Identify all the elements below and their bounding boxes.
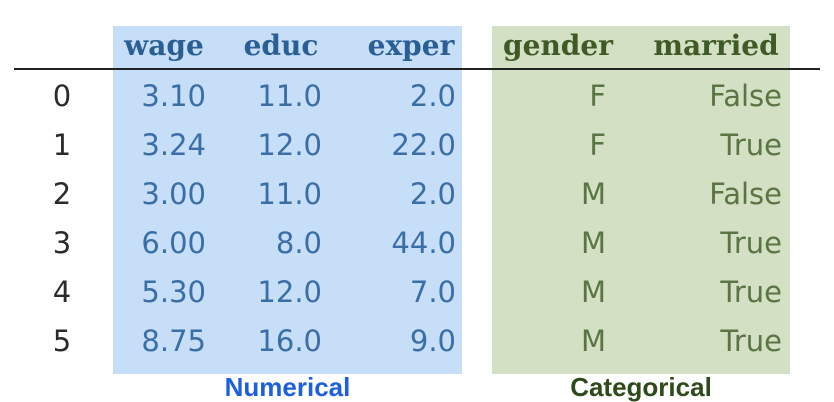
cell-gender: M bbox=[580, 324, 606, 358]
numerical-group-label: Numerical bbox=[224, 372, 351, 402]
cell-married: False bbox=[709, 79, 782, 113]
cell-wage: 3.24 bbox=[141, 128, 206, 162]
categorical-group-highlight bbox=[492, 26, 790, 374]
numerical-group-highlight bbox=[113, 26, 462, 374]
cell-educ: 11.0 bbox=[257, 79, 322, 113]
cell-wage: 6.00 bbox=[141, 226, 206, 260]
cell-exper: 22.0 bbox=[391, 128, 456, 162]
cell-wage: 3.00 bbox=[141, 177, 206, 211]
cell-exper: 2.0 bbox=[409, 79, 456, 113]
row-index: 1 bbox=[52, 128, 72, 162]
row-index: 3 bbox=[52, 226, 72, 260]
cell-exper: 44.0 bbox=[391, 226, 456, 260]
categorical-group-label: Categorical bbox=[570, 372, 712, 402]
cell-exper: 9.0 bbox=[409, 324, 456, 358]
cell-married: False bbox=[709, 177, 782, 211]
cell-educ: 12.0 bbox=[257, 275, 322, 309]
cell-educ: 8.0 bbox=[275, 226, 322, 260]
column-header-gender: gender bbox=[503, 29, 613, 62]
cell-married: True bbox=[720, 275, 782, 309]
cell-married: True bbox=[720, 226, 782, 260]
cell-wage: 8.75 bbox=[141, 324, 206, 358]
cell-educ: 16.0 bbox=[257, 324, 322, 358]
cell-educ: 11.0 bbox=[257, 177, 322, 211]
column-header-wage: wage bbox=[124, 29, 204, 62]
row-index: 4 bbox=[52, 275, 72, 309]
cell-wage: 3.10 bbox=[141, 79, 206, 113]
cell-gender: F bbox=[589, 128, 606, 162]
cell-educ: 12.0 bbox=[257, 128, 322, 162]
cell-gender: F bbox=[589, 79, 606, 113]
cell-exper: 7.0 bbox=[409, 275, 456, 309]
cell-exper: 2.0 bbox=[409, 177, 456, 211]
cell-married: True bbox=[720, 324, 782, 358]
cell-gender: M bbox=[580, 275, 606, 309]
cell-wage: 5.30 bbox=[141, 275, 206, 309]
row-index: 2 bbox=[52, 177, 72, 211]
header-rule bbox=[14, 68, 820, 70]
column-header-educ: educ bbox=[243, 29, 319, 62]
cell-gender: M bbox=[580, 226, 606, 260]
row-index: 5 bbox=[52, 324, 72, 358]
column-header-married: married bbox=[653, 29, 779, 62]
cell-married: True bbox=[720, 128, 782, 162]
column-header-exper: exper bbox=[367, 29, 455, 62]
row-index: 0 bbox=[52, 79, 72, 113]
cell-gender: M bbox=[580, 177, 606, 211]
